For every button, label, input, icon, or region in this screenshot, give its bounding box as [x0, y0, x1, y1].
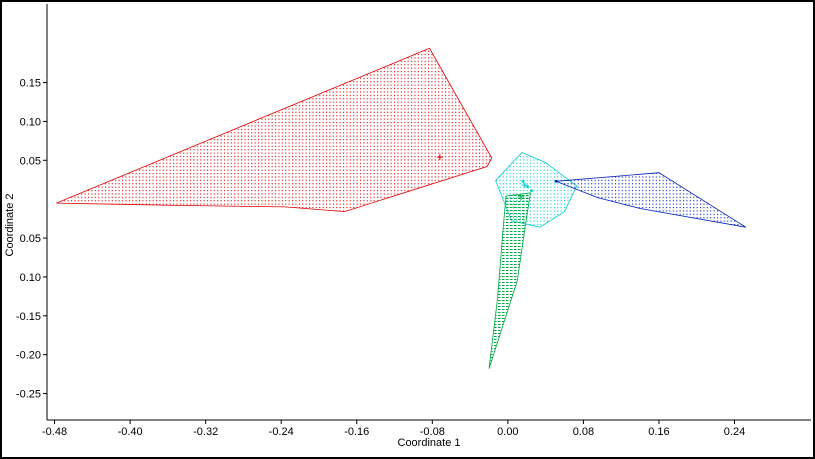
y-axis-title: Coordinate 2: [4, 193, 16, 257]
marker-dot-blue-group: [554, 179, 558, 183]
x-tick-label: 0.00: [497, 426, 518, 438]
x-tick-label: 0.24: [724, 426, 745, 438]
y-tick-label: -0.20: [16, 350, 41, 362]
hull-green-group: [488, 192, 531, 369]
y-tick-label: 0.10: [20, 272, 41, 284]
y-tick-label: 0.05: [20, 155, 41, 167]
x-tick-label: -0.48: [42, 426, 67, 438]
x-tick-label: -0.40: [118, 426, 143, 438]
x-axis-title: Coordinate 1: [397, 437, 461, 449]
x-tick-label: -0.16: [344, 426, 369, 438]
x-tick-label: -0.32: [193, 426, 218, 438]
y-tick-label: 0.10: [20, 116, 41, 128]
marker-dot-cyan-group: [530, 189, 533, 193]
y-tick-label: -0.15: [16, 311, 41, 323]
x-tick-label: 0.16: [648, 426, 669, 438]
x-tick-label: 0.08: [573, 426, 594, 438]
y-tick-label: -0.25: [16, 389, 41, 401]
x-tick-label: -0.08: [420, 426, 445, 438]
marker-dot-cyan-group: [526, 185, 530, 189]
marker-dot-cyan-group: [521, 179, 525, 183]
y-tick-label: 0.15: [20, 78, 41, 90]
x-tick-label: -0.24: [269, 426, 294, 438]
hull-blue-group: [555, 172, 747, 228]
y-tick-label: 0.05: [20, 233, 41, 245]
hull-red-group: [56, 47, 493, 213]
